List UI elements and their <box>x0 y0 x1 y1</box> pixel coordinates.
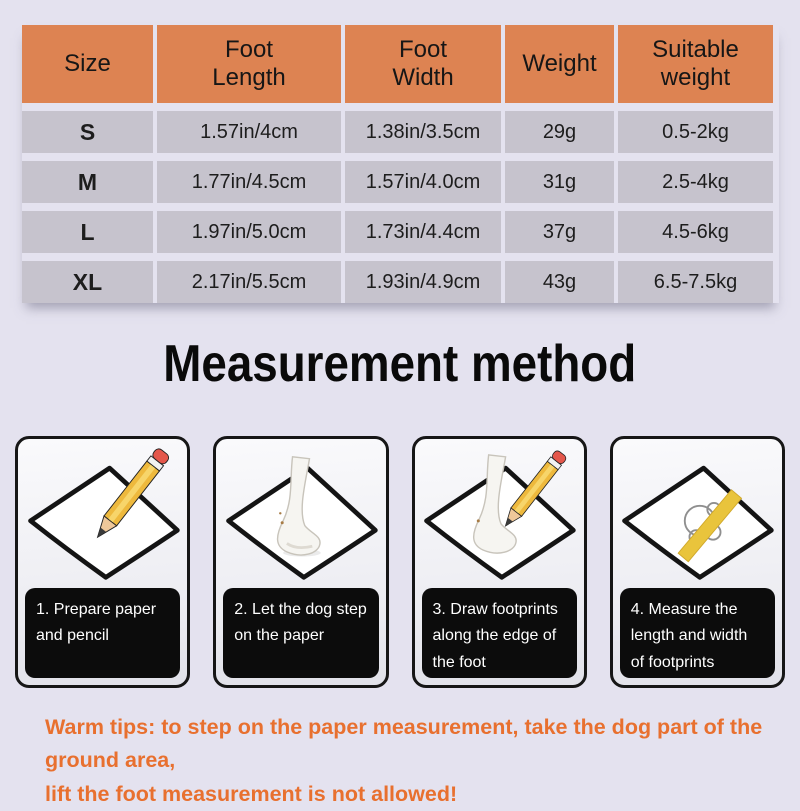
step-card-3: 3. Draw footprints along the edge of the… <box>411 436 587 688</box>
warm-tips: Warm tips: to step on the paper measurem… <box>45 711 778 811</box>
step-label: 4. Measure the length and width of footp… <box>619 588 775 678</box>
column-header-foot-width: Foot Width <box>345 25 501 103</box>
column-header-size: Size <box>22 25 153 103</box>
section-title: Measurement method <box>163 335 637 393</box>
foot-width-cell: 1.57in/4.0cm <box>345 161 501 203</box>
draw-around-paw-icon <box>415 443 584 593</box>
measurement-steps: 1. Prepare paper and pencil 2. Let the d… <box>15 436 785 688</box>
step-label: 1. Prepare paper and pencil <box>25 588 181 678</box>
size-cell: M <box>22 161 153 203</box>
foot-width-cell: 1.93in/4.9cm <box>345 261 501 303</box>
foot-length-cell: 1.97in/5.0cm <box>157 211 341 253</box>
column-header-weight: Weight <box>505 25 614 103</box>
suitable-weight-cell: 6.5-7.5kg <box>618 261 773 303</box>
step-card-4: 4. Measure the length and width of footp… <box>609 436 785 688</box>
foot-width-cell: 1.38in/3.5cm <box>345 111 501 153</box>
suitable-weight-cell: 4.5-6kg <box>618 211 773 253</box>
size-cell: S <box>22 111 153 153</box>
paper-and-pencil-icon <box>18 443 187 593</box>
column-header-foot-length: Foot Length <box>157 25 341 103</box>
weight-cell: 43g <box>505 261 614 303</box>
foot-length-cell: 1.57in/4cm <box>157 111 341 153</box>
warm-tips-line-2: lift the foot measurement is not allowed… <box>45 781 458 806</box>
foot-length-cell: 1.77in/4.5cm <box>157 161 341 203</box>
foot-length-cell: 2.17in/5.5cm <box>157 261 341 303</box>
size-table: Size Foot Length Foot Width Weight Suita… <box>22 25 779 303</box>
step-label: 3. Draw footprints along the edge of the… <box>421 588 577 678</box>
step-label: 2. Let the dog step on the paper <box>223 588 379 678</box>
column-header-suitable-weight: Suitable weight <box>618 25 773 103</box>
suitable-weight-cell: 2.5-4kg <box>618 161 773 203</box>
step-card-1: 1. Prepare paper and pencil <box>15 436 191 688</box>
weight-cell: 29g <box>505 111 614 153</box>
size-cell: L <box>22 211 153 253</box>
suitable-weight-cell: 0.5-2kg <box>618 111 773 153</box>
measure-footprint-icon <box>613 443 782 593</box>
weight-cell: 31g <box>505 161 614 203</box>
weight-cell: 37g <box>505 211 614 253</box>
step-card-2: 2. Let the dog step on the paper <box>213 436 389 688</box>
foot-width-cell: 1.73in/4.4cm <box>345 211 501 253</box>
size-cell: XL <box>22 261 153 303</box>
paw-on-paper-icon <box>216 443 385 593</box>
warm-tips-line-1: Warm tips: to step on the paper measurem… <box>45 715 763 773</box>
